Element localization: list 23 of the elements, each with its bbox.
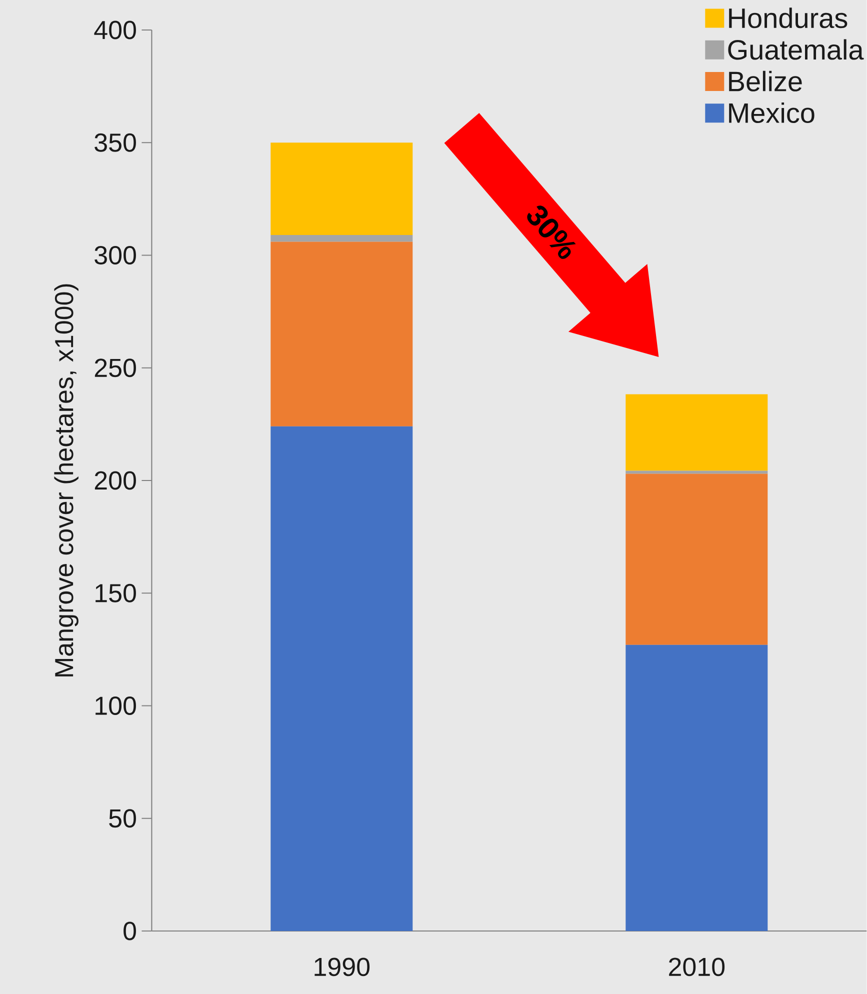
legend-label: Mexico [729, 102, 814, 124]
y-tick-label: 50 [109, 809, 136, 828]
bar [270, 426, 413, 931]
y-tick-label: 400 [94, 20, 136, 40]
x-tick-label: 1990 [314, 958, 370, 976]
y-tick-label: 0 [124, 922, 136, 940]
bar [270, 242, 413, 426]
bar [270, 142, 413, 235]
bar [270, 234, 413, 242]
y-tick-label: 350 [94, 133, 136, 152]
y-tick-label: 250 [95, 358, 136, 378]
y-tick-label: 300 [94, 246, 136, 264]
legend-label: Guatemala [728, 39, 864, 60]
x-tick-label: 2010 [669, 958, 725, 976]
bar [626, 394, 768, 471]
y-tick-label: 200 [95, 471, 136, 490]
legend-label: Belize [729, 70, 802, 92]
bar [626, 474, 768, 645]
y-tick-label: 150 [96, 584, 136, 602]
y-tick-label: 100 [96, 696, 136, 715]
y-axis-title: Mangrove cover (hectares, x1000) [54, 284, 79, 676]
legend-label: Honduras [729, 8, 848, 28]
bar [626, 644, 768, 931]
